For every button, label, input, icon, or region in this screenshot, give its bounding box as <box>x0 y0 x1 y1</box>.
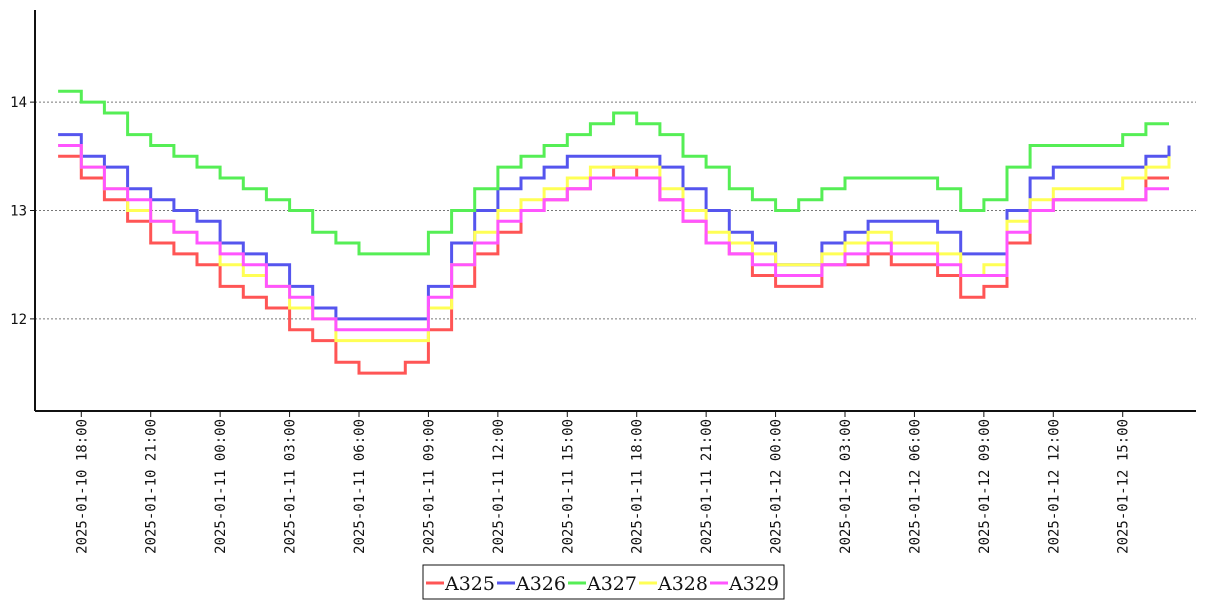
legend-label: A325 <box>444 573 495 595</box>
x-tick-label: 2025-01-12 06:00 <box>907 419 923 554</box>
x-tick-label: 2025-01-11 12:00 <box>491 419 507 554</box>
x-tick-label: 2025-01-11 06:00 <box>352 419 368 554</box>
series-line-A329 <box>58 144 1169 332</box>
x-tick-label: 2025-01-11 18:00 <box>630 419 646 554</box>
legend-label: A326 <box>515 573 566 595</box>
x-tick-label: 2025-01-12 03:00 <box>838 419 854 554</box>
y-tick-label: 13 <box>10 204 27 220</box>
series-line-A328 <box>58 144 1171 343</box>
x-tick-label: 2025-01-12 09:00 <box>977 419 993 554</box>
y-tick-label: 12 <box>10 312 27 328</box>
x-tick-label: 2025-01-12 00:00 <box>769 419 785 554</box>
legend-label: A327 <box>586 573 637 595</box>
x-tick-label: 2025-01-10 21:00 <box>144 419 160 554</box>
series-line-A327 <box>58 89 1169 256</box>
x-tick-label: 2025-01-11 03:00 <box>283 419 299 554</box>
y-tick-label: 14 <box>10 95 27 111</box>
x-tick-label: 2025-01-11 00:00 <box>213 419 229 554</box>
x-tick-label: 2025-01-11 09:00 <box>421 419 437 554</box>
x-tick-label: 2025-01-11 21:00 <box>699 419 715 554</box>
x-tick-label: 2025-01-12 15:00 <box>1116 419 1132 554</box>
series-line-A326 <box>58 133 1171 321</box>
legend-label: A329 <box>728 573 779 595</box>
x-tick-labels: 2025-01-10 18:00 2025-01-10 21:00 2025-01-… <box>74 411 1132 554</box>
x-tick-label: 2025-01-10 18:00 <box>74 419 90 554</box>
series-lines <box>58 89 1171 375</box>
y-tick-labels: 12 13 14 <box>10 95 35 328</box>
legend-label: A328 <box>657 573 708 595</box>
x-tick-label: 2025-01-12 12:00 <box>1046 419 1062 554</box>
grid-lines <box>35 101 1196 320</box>
x-tick-label: 2025-01-11 15:00 <box>560 419 576 554</box>
legend: A325 A326 A327 A328 A329 <box>422 564 785 600</box>
